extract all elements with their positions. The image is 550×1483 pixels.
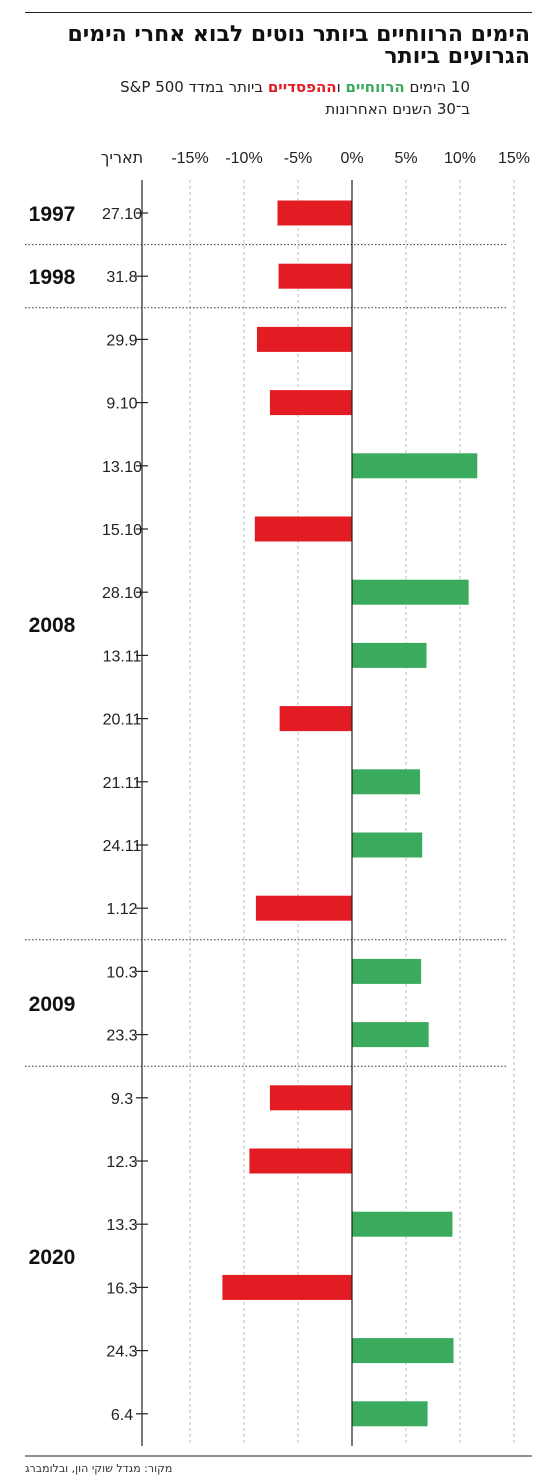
loss-bar bbox=[256, 326, 352, 352]
loss-bar bbox=[255, 895, 352, 921]
gain-bar bbox=[352, 453, 478, 479]
loss-bar bbox=[269, 1085, 352, 1111]
subtitle-conjunction: ו bbox=[336, 78, 341, 96]
top-rule bbox=[25, 12, 532, 13]
date-label: 16.3 bbox=[106, 1280, 137, 1297]
date-label: 13.10 bbox=[102, 459, 142, 476]
x-tick-label: -15% bbox=[171, 150, 208, 167]
date-label: 27.10 bbox=[102, 206, 142, 223]
gain-bar bbox=[352, 832, 423, 858]
loss-bar bbox=[249, 1148, 352, 1174]
gain-bar bbox=[352, 1401, 428, 1427]
x-tick-label: 10% bbox=[444, 150, 476, 167]
year-label: 2008 bbox=[29, 614, 76, 637]
subtitle-line-1: 10 הימים הרווחיים וההפסדיים ביותר במדד S… bbox=[50, 76, 470, 98]
gain-bar bbox=[352, 579, 469, 605]
x-tick-label: 0% bbox=[340, 150, 363, 167]
date-label: 23.3 bbox=[106, 1028, 137, 1045]
date-label: 20.11 bbox=[103, 712, 142, 729]
loss-bar bbox=[278, 263, 352, 289]
subtitle-word-1: 10 הימים bbox=[409, 78, 470, 96]
gain-bar bbox=[352, 1211, 453, 1237]
date-label: 13.3 bbox=[106, 1217, 137, 1234]
date-label: 13.11 bbox=[103, 648, 142, 665]
loss-bar bbox=[254, 516, 352, 542]
date-column-header: תאריך bbox=[101, 148, 143, 167]
subtitle-loss-word: ההפסדיים bbox=[267, 78, 337, 96]
x-tick-label: -5% bbox=[284, 150, 312, 167]
year-label: 1997 bbox=[29, 203, 76, 226]
x-tick-label: -10% bbox=[225, 150, 262, 167]
date-label: 1.12 bbox=[106, 901, 137, 918]
year-label: 2009 bbox=[29, 993, 76, 1016]
date-label: 21.11 bbox=[103, 775, 142, 792]
chart-subtitle: 10 הימים הרווחיים וההפסדיים ביותר במדד S… bbox=[50, 76, 470, 120]
chart-title: הימים הרווחיים ביותר נוטים לבוא אחרי הימ… bbox=[67, 22, 530, 69]
gain-bar bbox=[352, 1022, 429, 1048]
subtitle-word-3: ביותר במדד S&P 500 bbox=[120, 78, 264, 96]
loss-bar bbox=[279, 706, 352, 732]
subtitle-and: וההפסדיים bbox=[268, 78, 341, 96]
x-tick-label: 5% bbox=[394, 150, 417, 167]
loss-bar bbox=[222, 1274, 352, 1300]
date-label: 24.11 bbox=[103, 838, 142, 855]
subtitle-gain-word: הרווחיים bbox=[345, 78, 405, 96]
date-label: 12.3 bbox=[106, 1154, 137, 1171]
gain-bar bbox=[352, 642, 427, 668]
date-label: 31.8 bbox=[106, 269, 137, 286]
subtitle-line-2: ב־30 השנים האחרונות bbox=[325, 100, 470, 118]
gain-bar bbox=[352, 1338, 454, 1364]
date-label: 10.3 bbox=[106, 964, 137, 981]
year-label: 1998 bbox=[29, 266, 76, 289]
x-tick-label: 15% bbox=[498, 150, 530, 167]
date-label: 9.10 bbox=[106, 396, 137, 413]
loss-bar bbox=[277, 200, 352, 226]
source-note: מקור: מגדל שוקי הון, ובלומברג bbox=[25, 1462, 173, 1475]
date-label: 29.9 bbox=[106, 332, 137, 349]
year-label: 2020 bbox=[29, 1246, 76, 1269]
date-label: 24.3 bbox=[106, 1344, 137, 1361]
date-label: 6.4 bbox=[111, 1407, 133, 1424]
date-label: 15.10 bbox=[102, 522, 142, 539]
date-label: 9.3 bbox=[111, 1091, 133, 1108]
date-label: 28.10 bbox=[102, 585, 142, 602]
gain-bar bbox=[352, 769, 421, 795]
gain-bar bbox=[352, 958, 422, 984]
loss-bar bbox=[269, 390, 352, 416]
